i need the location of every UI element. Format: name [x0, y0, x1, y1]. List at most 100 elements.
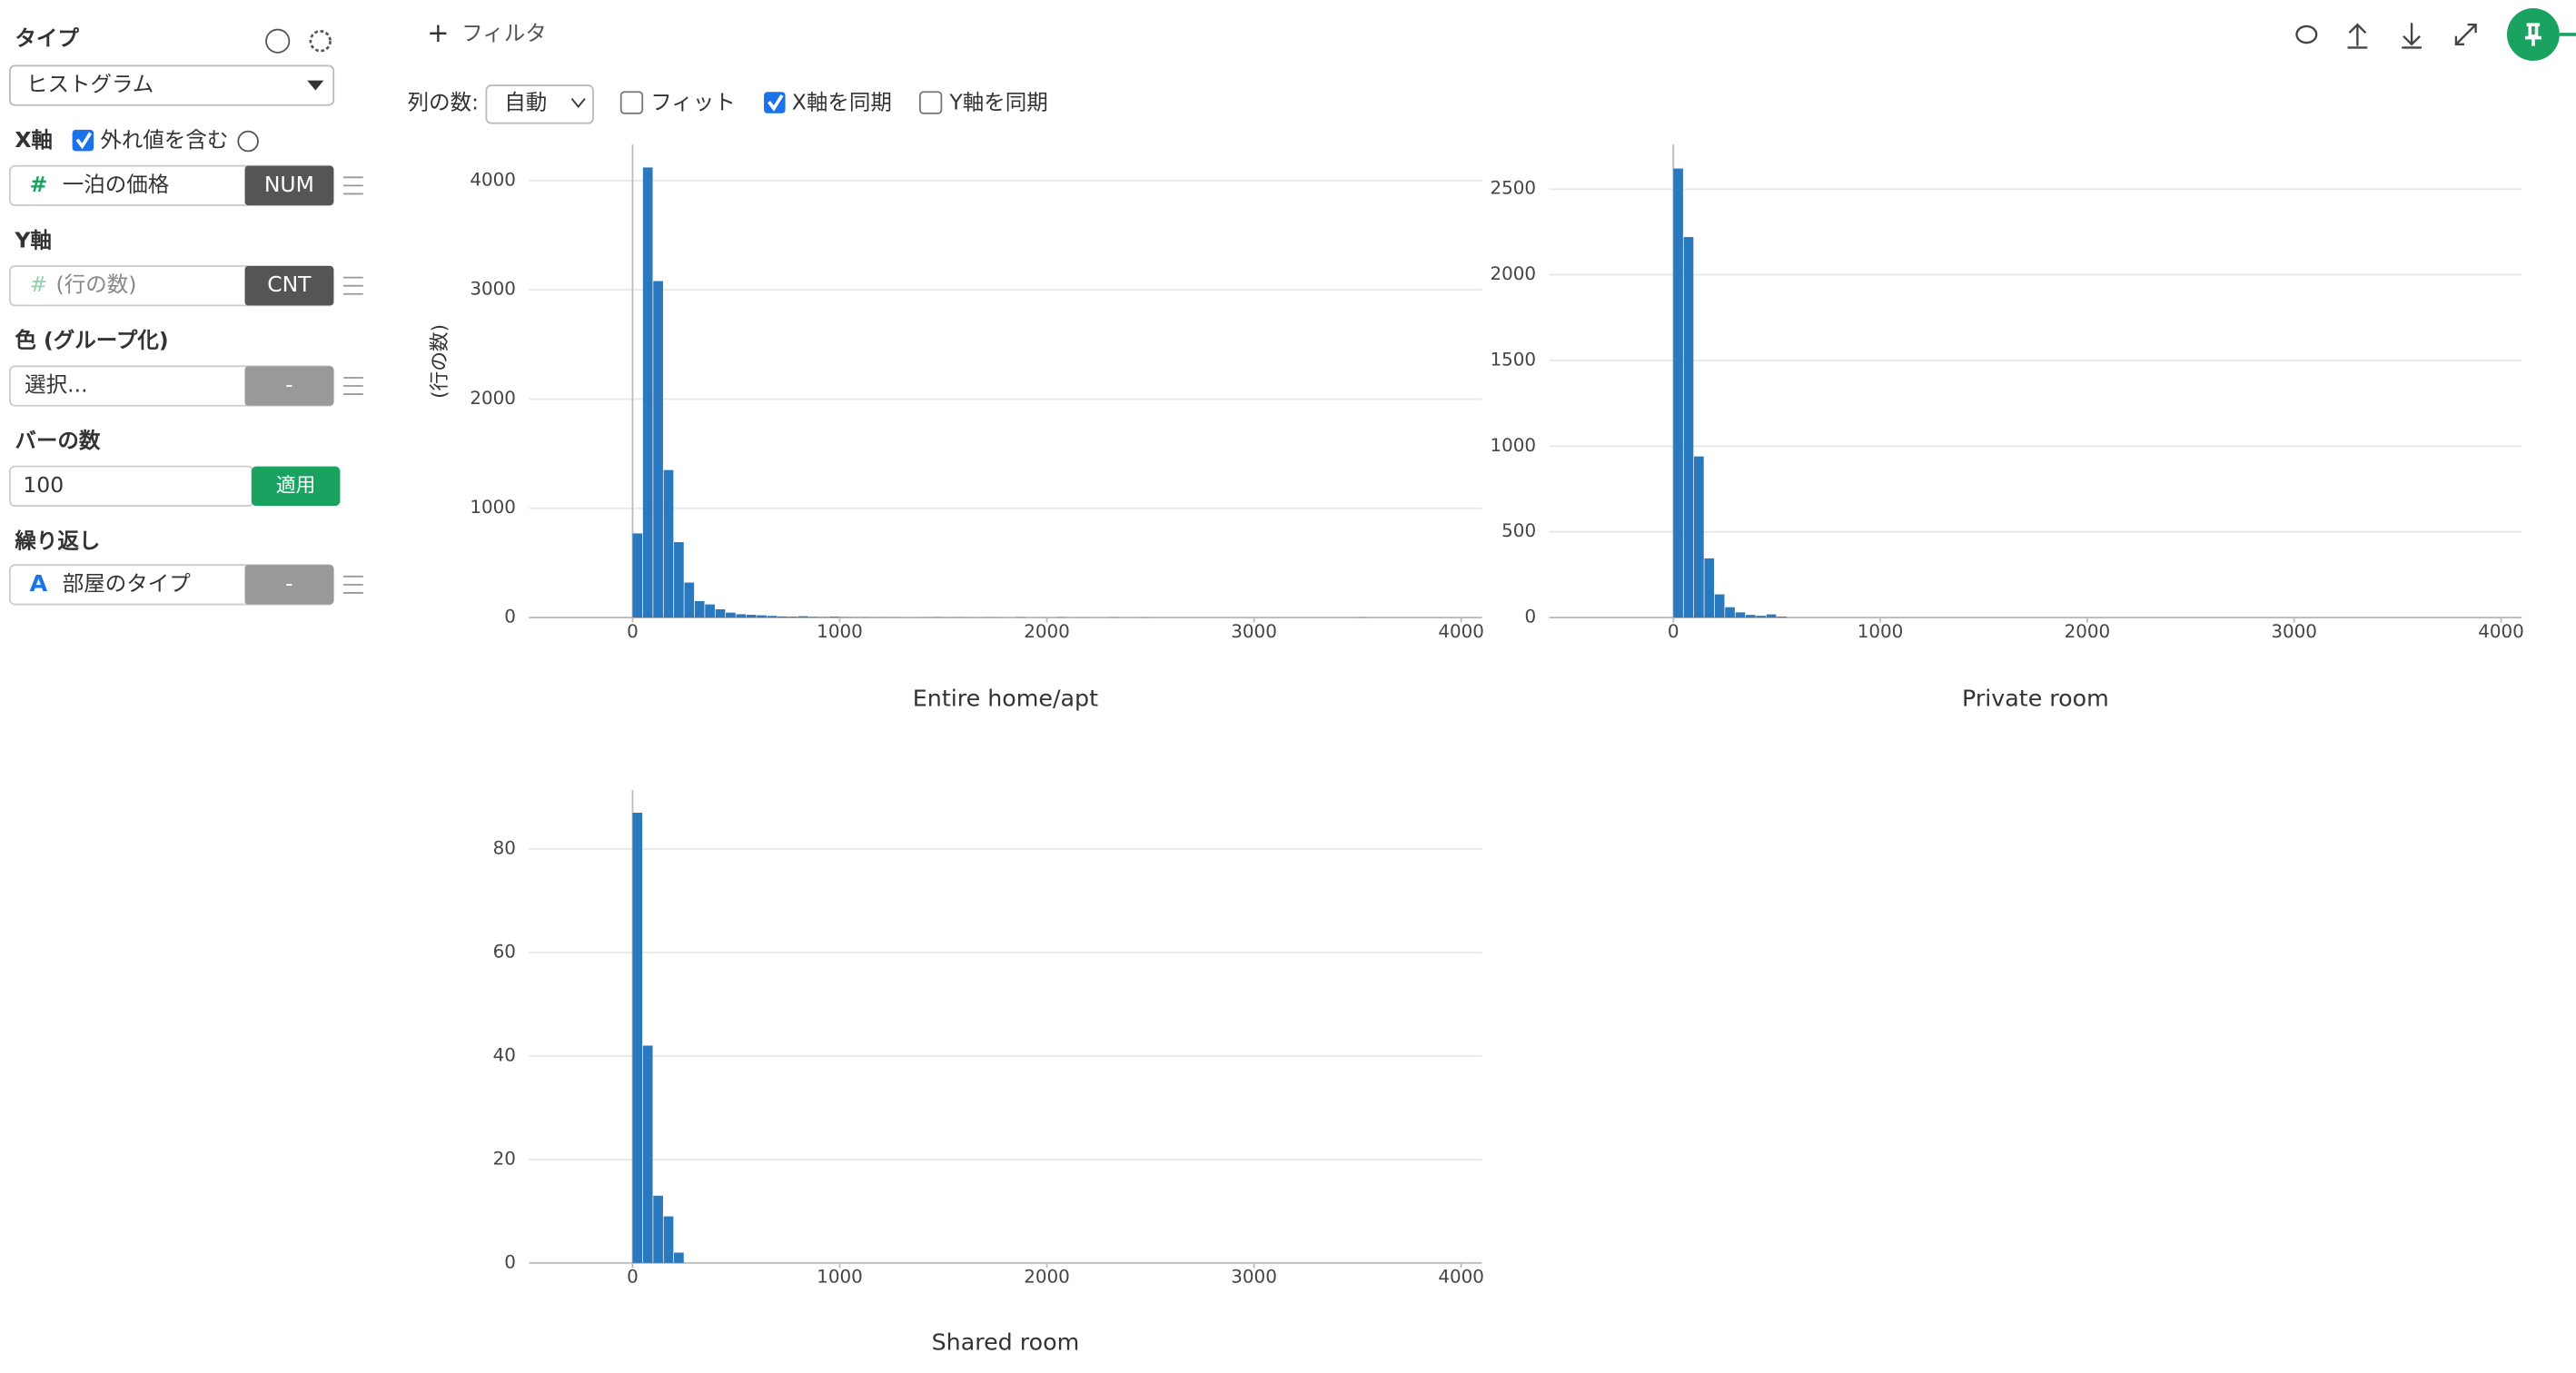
x-badge: NUM [264, 172, 314, 197]
comment-icon[interactable] [2295, 25, 2318, 44]
y-badge: CNT [267, 272, 312, 297]
x-tick-label: 2000 [2065, 621, 2111, 642]
sync-y-checkbox[interactable] [918, 91, 943, 114]
repeat-badge: - [285, 570, 292, 596]
bar [663, 469, 674, 618]
dropdown-arrow [570, 97, 586, 109]
fit-label: フィット [650, 89, 736, 114]
y-tick-label: 2000 [470, 388, 516, 409]
columns-value: 自動 [504, 89, 547, 114]
bar [1735, 612, 1746, 618]
x-tick-label: 3000 [1231, 621, 1277, 642]
y-axis-label: Y軸 [14, 227, 52, 252]
color-label: 色 (グループ化) [15, 328, 168, 353]
drag-handle[interactable] [343, 575, 363, 594]
outliers-label: 外れ値を含む [100, 127, 228, 153]
check [768, 94, 784, 112]
color-badge-box[interactable] [244, 366, 334, 406]
x-tick-label: 1000 [1858, 621, 1904, 642]
bar [684, 582, 695, 618]
numeric-icon: # [30, 172, 48, 197]
x-tick-label: 3000 [1231, 1267, 1277, 1288]
bar [757, 615, 767, 618]
drag-handle[interactable] [343, 377, 363, 395]
x-tick-label: 3000 [2271, 621, 2317, 642]
y-tick-label: 0 [1524, 607, 1536, 627]
x-tick-label: 4000 [1438, 1267, 1484, 1288]
toolbar-icons [2295, 23, 2477, 49]
columns-label: 列の数: [408, 89, 479, 114]
bar [1683, 237, 1694, 618]
x-tick-label: 0 [627, 1267, 639, 1288]
filter-button[interactable]: フィルタ [461, 20, 547, 45]
y-tick-label: 500 [1501, 520, 1536, 541]
type-select[interactable] [8, 64, 335, 106]
x-tick-label: 2000 [1024, 1267, 1070, 1288]
x-tick-label: 1000 [817, 621, 863, 642]
y-tick-label: 20 [493, 1148, 516, 1169]
bar [653, 1195, 663, 1263]
y-badge-box[interactable] [244, 265, 334, 306]
bar [642, 1045, 653, 1263]
text-icon: A [30, 569, 48, 597]
bar [1725, 607, 1735, 618]
apply-button[interactable] [251, 466, 341, 507]
dropdown-arrow [307, 80, 324, 91]
bar [694, 600, 705, 618]
expand-icon[interactable] [2454, 23, 2477, 46]
color-badge: - [285, 372, 292, 398]
chart-title: Private room [1962, 684, 2109, 711]
x-tick-label: 0 [627, 621, 639, 642]
x-tick-label: 2000 [1024, 621, 1070, 642]
repeat-field-name: 部屋のタイプ [63, 570, 191, 596]
type-label: タイプ [15, 25, 79, 51]
drag-handle[interactable] [343, 276, 363, 295]
bar [715, 609, 726, 618]
bar [1756, 616, 1767, 618]
drag-handle[interactable] [343, 176, 363, 195]
repeat-badge-box[interactable] [244, 565, 334, 605]
y-tick-label: 80 [493, 837, 516, 858]
bar [736, 614, 747, 618]
apply-label: 適用 [276, 474, 315, 497]
y-tick-label: 0 [504, 1251, 516, 1272]
filter-plus[interactable]: + [427, 17, 449, 48]
help-icon[interactable] [265, 28, 291, 54]
bar [674, 1252, 684, 1263]
y-field-name: (行の数) [56, 272, 137, 297]
numeric-icon: # [30, 272, 48, 297]
bar [674, 542, 684, 618]
columns-select[interactable] [485, 84, 594, 124]
download-icon[interactable] [2402, 23, 2422, 49]
fit-checkbox[interactable] [619, 91, 644, 114]
help-icon[interactable] [237, 130, 259, 153]
y-tick-label: 1000 [470, 497, 516, 518]
bar [746, 615, 757, 618]
type-value: ヒストグラム [26, 72, 154, 97]
x-tick-label: 4000 [2478, 621, 2524, 642]
bar [663, 1216, 674, 1263]
y-tick-label: 60 [493, 941, 516, 962]
y-tick-label: 40 [493, 1044, 516, 1065]
x-tick-label: 4000 [1438, 621, 1484, 642]
y-tick-label: 3000 [470, 279, 516, 300]
bar [642, 167, 653, 618]
bars-label: バーの数 [15, 428, 100, 453]
x-badge-box[interactable] [244, 165, 334, 206]
y-tick-label: 1000 [1491, 435, 1537, 456]
bar [726, 612, 736, 618]
x-tick-label: 0 [1668, 621, 1679, 642]
y-tick-label: 4000 [470, 169, 516, 190]
x-axis-label: X軸 [15, 127, 53, 153]
upload-icon[interactable] [2347, 23, 2368, 49]
bar [767, 616, 778, 618]
bar [653, 281, 663, 618]
bar [1673, 168, 1683, 618]
bar [632, 813, 643, 1263]
bar [632, 533, 643, 618]
y-axis-label: (行の数) [429, 324, 451, 399]
y-tick-label: 0 [504, 607, 516, 627]
bar [1704, 558, 1715, 618]
